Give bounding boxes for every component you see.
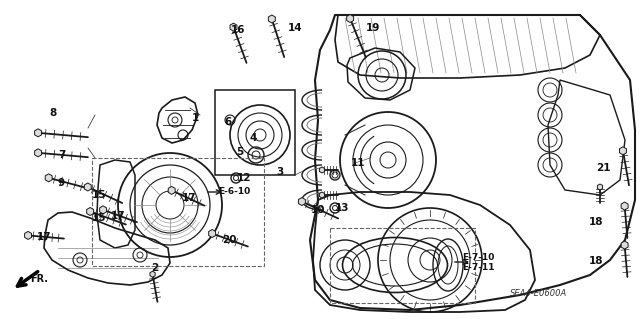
Text: E-6-10: E-6-10 bbox=[218, 188, 250, 197]
Polygon shape bbox=[621, 202, 628, 210]
Polygon shape bbox=[209, 229, 216, 238]
Text: 10: 10 bbox=[311, 205, 325, 215]
Text: 13: 13 bbox=[335, 203, 349, 213]
Polygon shape bbox=[35, 149, 42, 157]
Polygon shape bbox=[35, 129, 42, 137]
Polygon shape bbox=[268, 15, 275, 23]
Text: 5: 5 bbox=[236, 147, 244, 157]
FancyArrowPatch shape bbox=[455, 260, 468, 264]
Text: 11: 11 bbox=[351, 158, 365, 168]
Polygon shape bbox=[347, 15, 353, 23]
Text: 18: 18 bbox=[589, 217, 604, 227]
Text: 1: 1 bbox=[191, 113, 198, 123]
Text: 17: 17 bbox=[111, 211, 125, 221]
Polygon shape bbox=[319, 192, 324, 198]
Text: 6: 6 bbox=[225, 117, 232, 127]
Text: 15: 15 bbox=[92, 213, 106, 223]
Text: 17: 17 bbox=[182, 193, 196, 203]
Text: 3: 3 bbox=[276, 167, 284, 177]
Polygon shape bbox=[100, 206, 106, 214]
Text: 15: 15 bbox=[92, 190, 106, 200]
Polygon shape bbox=[84, 183, 92, 191]
Polygon shape bbox=[24, 231, 31, 240]
Bar bbox=[92, 158, 264, 266]
Polygon shape bbox=[45, 174, 52, 182]
Text: 20: 20 bbox=[221, 235, 236, 245]
Text: 12: 12 bbox=[237, 173, 252, 183]
Text: 9: 9 bbox=[58, 178, 65, 188]
Text: 2: 2 bbox=[152, 263, 159, 273]
Bar bbox=[215, 90, 295, 175]
Text: E-7-10: E-7-10 bbox=[462, 253, 494, 262]
Polygon shape bbox=[597, 184, 603, 190]
Text: 21: 21 bbox=[596, 163, 611, 173]
Polygon shape bbox=[298, 197, 305, 205]
FancyArrowPatch shape bbox=[208, 190, 221, 194]
Polygon shape bbox=[621, 241, 628, 249]
Polygon shape bbox=[168, 186, 175, 194]
Text: SEA4-E0600A: SEA4-E0600A bbox=[510, 288, 567, 298]
Text: 7: 7 bbox=[58, 150, 66, 160]
Text: 8: 8 bbox=[49, 108, 56, 118]
Text: 14: 14 bbox=[288, 23, 302, 33]
Text: 19: 19 bbox=[366, 23, 380, 33]
Text: 16: 16 bbox=[231, 25, 245, 35]
Text: 18: 18 bbox=[589, 256, 604, 266]
Bar bbox=[330, 228, 475, 303]
Polygon shape bbox=[620, 147, 627, 155]
Text: 4: 4 bbox=[250, 133, 257, 143]
Polygon shape bbox=[230, 23, 237, 31]
Polygon shape bbox=[319, 167, 324, 173]
Text: FR.: FR. bbox=[30, 274, 48, 284]
Polygon shape bbox=[150, 271, 155, 277]
Text: E-7-11: E-7-11 bbox=[462, 263, 495, 272]
Text: 17: 17 bbox=[36, 232, 51, 242]
Polygon shape bbox=[86, 207, 93, 216]
